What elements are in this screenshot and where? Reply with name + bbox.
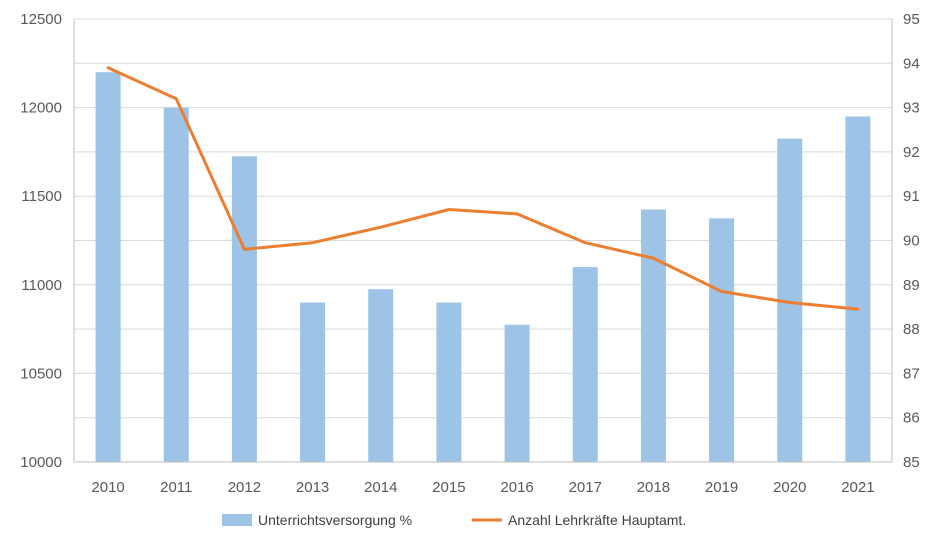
right-tick-label: 94 (903, 55, 920, 72)
left-tick-label: 12000 (20, 100, 62, 117)
legend: Unterrichtsversorgung % Anzahl Lehrkräft… (222, 512, 686, 528)
left-axis-ticks: 10000 10500 11000 11500 12000 12500 (20, 11, 62, 471)
x-tick-label: 2019 (705, 479, 738, 496)
left-tick-label: 11000 (21, 277, 62, 294)
legend-label-line: Anzahl Lehrkräfte Hauptamt. (508, 512, 686, 528)
left-tick-label: 10500 (20, 365, 62, 382)
legend-label-bar: Unterrichtsversorgung % (258, 512, 412, 528)
bar-2011 (163, 107, 189, 462)
right-tick-label: 85 (903, 454, 920, 471)
bar-2014 (368, 289, 394, 462)
right-tick-label: 95 (903, 11, 920, 28)
left-tick-label: 12500 (20, 11, 62, 28)
left-tick-label: 10000 (20, 454, 62, 471)
x-tick-label: 2012 (228, 479, 261, 496)
x-tick-label: 2021 (841, 479, 874, 496)
right-tick-label: 90 (903, 233, 920, 250)
bar-2018 (640, 209, 666, 462)
right-tick-label: 93 (903, 100, 920, 117)
line-series (106, 66, 860, 311)
legend-swatch-bar (222, 514, 252, 526)
bar-2010 (95, 72, 121, 462)
right-tick-label: 91 (903, 188, 920, 205)
right-tick-label: 86 (903, 410, 920, 427)
bar-2017 (572, 267, 598, 462)
right-tick-label: 92 (903, 144, 920, 161)
right-tick-label: 87 (903, 365, 920, 382)
right-tick-label: 89 (903, 277, 920, 294)
bar-2021 (845, 116, 871, 463)
left-tick-label: 11500 (21, 188, 62, 205)
axes (73, 19, 893, 463)
bar-2015 (436, 302, 462, 462)
x-tick-label: 2015 (432, 479, 465, 496)
bar-series (95, 72, 871, 463)
x-tick-label: 2013 (296, 479, 329, 496)
x-tick-label: 2010 (91, 479, 124, 496)
x-tick-label: 2016 (500, 479, 533, 496)
x-axis-ticks: 2010 2011 2012 2013 2014 2015 2016 2017 2018 2019… (91, 479, 874, 496)
x-tick-label: 2017 (569, 479, 602, 496)
x-tick-label: 2014 (364, 479, 397, 496)
bar-2019 (709, 218, 735, 462)
gridlines (74, 18, 892, 419)
right-axis-ticks: 85 86 87 88 89 90 91 92 93 94 95 (903, 11, 920, 471)
bar-2016 (504, 324, 530, 462)
bar-2013 (300, 302, 326, 462)
x-tick-label: 2020 (773, 479, 806, 496)
bar-2012 (231, 156, 257, 462)
x-tick-label: 2011 (160, 479, 192, 496)
x-tick-label: 2018 (637, 479, 670, 496)
line-anzahl-lehrkraefte (106, 66, 860, 311)
right-tick-label: 88 (903, 321, 920, 338)
